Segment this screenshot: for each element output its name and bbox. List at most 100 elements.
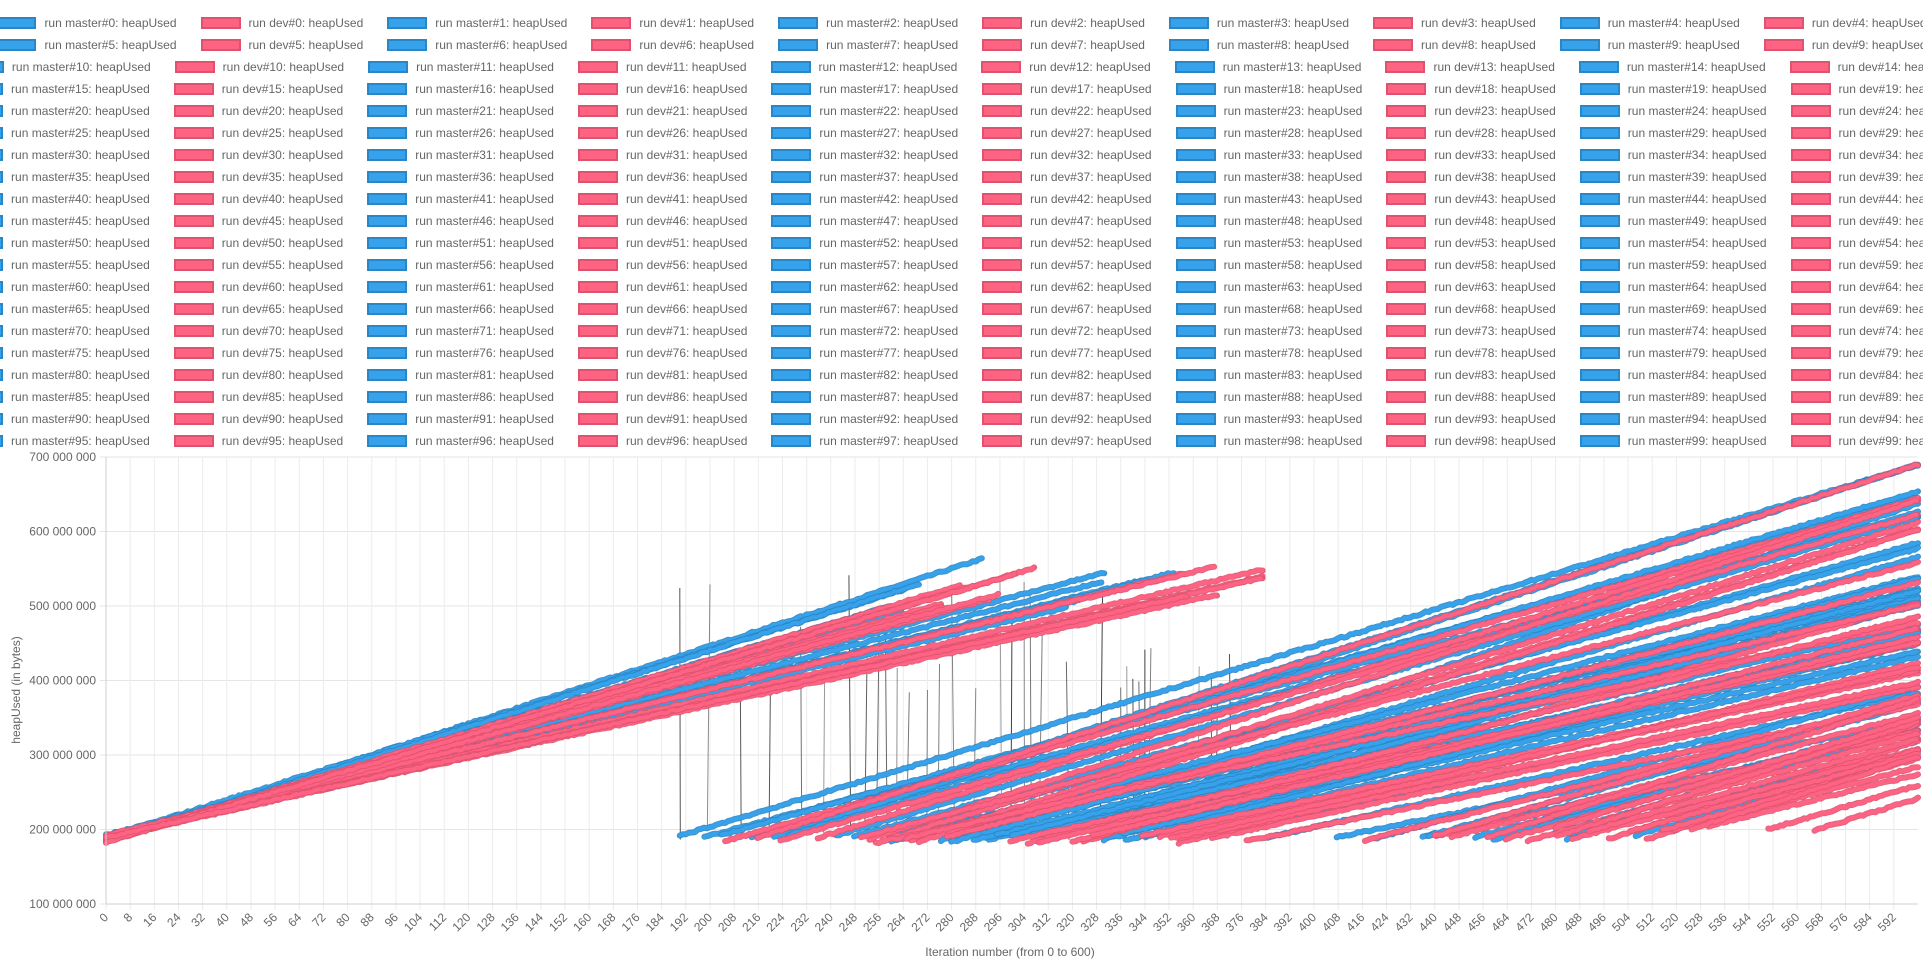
legend-item-dev-68[interactable]: run dev#68: heapUsed xyxy=(1386,302,1556,316)
legend-item-master-54[interactable]: run master#54: heapUsed xyxy=(1579,236,1767,250)
legend-item-dev-38[interactable]: run dev#38: heapUsed xyxy=(1386,170,1556,184)
legend-item-master-67[interactable]: run master#67: heapUsed xyxy=(771,302,958,316)
legend-item-dev-46[interactable]: run dev#46: heapUsed xyxy=(577,214,747,228)
legend-item-master-19[interactable]: run master#19: heapUsed xyxy=(1579,82,1767,96)
legend-item-master-20[interactable]: run master#20: heapUsed xyxy=(0,104,150,118)
legend-item-master-94[interactable]: run master#94: heapUsed xyxy=(1579,412,1767,426)
legend-item-master-40[interactable]: run master#40: heapUsed xyxy=(0,192,150,206)
legend-item-dev-30[interactable]: run dev#30: heapUsed xyxy=(173,148,343,162)
legend-item-dev-31[interactable]: run dev#31: heapUsed xyxy=(577,148,747,162)
legend-item-master-64[interactable]: run master#64: heapUsed xyxy=(1579,280,1767,294)
legend-item-master-87[interactable]: run master#87: heapUsed xyxy=(771,390,958,404)
legend-item-dev-53[interactable]: run dev#53: heapUsed xyxy=(1386,236,1556,250)
legend-item-master-10[interactable]: run master#10: heapUsed xyxy=(0,60,151,74)
legend-item-master-45[interactable]: run master#45: heapUsed xyxy=(0,214,150,228)
legend-item-dev-59[interactable]: run dev#59: heapUsed xyxy=(1790,258,1923,272)
legend-item-dev-49[interactable]: run dev#49: heapUsed xyxy=(1790,214,1923,228)
legend-item-master-42[interactable]: run master#42: heapUsed xyxy=(771,192,958,206)
legend-item-master-35[interactable]: run master#35: heapUsed xyxy=(0,170,150,184)
legend-item-master-50[interactable]: run master#50: heapUsed xyxy=(0,236,150,250)
legend-item-dev-60[interactable]: run dev#60: heapUsed xyxy=(173,280,343,294)
legend-item-dev-28[interactable]: run dev#28: heapUsed xyxy=(1386,126,1556,140)
legend-item-dev-66[interactable]: run dev#66: heapUsed xyxy=(577,302,747,316)
legend-item-master-81[interactable]: run master#81: heapUsed xyxy=(367,368,554,382)
legend-item-master-43[interactable]: run master#43: heapUsed xyxy=(1175,192,1362,206)
legend-item-dev-16[interactable]: run dev#16: heapUsed xyxy=(577,82,747,96)
legend-item-master-63[interactable]: run master#63: heapUsed xyxy=(1175,280,1362,294)
legend-item-dev-32[interactable]: run dev#32: heapUsed xyxy=(982,148,1152,162)
legend-item-master-15[interactable]: run master#15: heapUsed xyxy=(0,82,150,96)
legend-item-master-3[interactable]: run master#3: heapUsed xyxy=(1168,16,1349,30)
legend-item-master-49[interactable]: run master#49: heapUsed xyxy=(1579,214,1767,228)
legend-item-dev-19[interactable]: run dev#19: heapUsed xyxy=(1790,82,1923,96)
legend-item-master-39[interactable]: run master#39: heapUsed xyxy=(1579,170,1767,184)
legend-item-dev-2[interactable]: run dev#2: heapUsed xyxy=(982,16,1145,30)
legend-item-master-51[interactable]: run master#51: heapUsed xyxy=(367,236,554,250)
legend-item-dev-4[interactable]: run dev#4: heapUsed xyxy=(1763,16,1923,30)
legend-item-master-85[interactable]: run master#85: heapUsed xyxy=(0,390,150,404)
legend-item-master-59[interactable]: run master#59: heapUsed xyxy=(1579,258,1767,272)
legend-item-master-95[interactable]: run master#95: heapUsed xyxy=(0,434,150,448)
legend-item-dev-73[interactable]: run dev#73: heapUsed xyxy=(1386,324,1556,338)
legend-item-master-77[interactable]: run master#77: heapUsed xyxy=(771,346,958,360)
legend-item-dev-7[interactable]: run dev#7: heapUsed xyxy=(982,38,1145,52)
legend-item-dev-77[interactable]: run dev#77: heapUsed xyxy=(982,346,1152,360)
legend-item-dev-26[interactable]: run dev#26: heapUsed xyxy=(577,126,747,140)
legend-item-dev-81[interactable]: run dev#81: heapUsed xyxy=(577,368,747,382)
legend-item-master-69[interactable]: run master#69: heapUsed xyxy=(1579,302,1767,316)
legend-item-dev-42[interactable]: run dev#42: heapUsed xyxy=(982,192,1152,206)
legend-item-master-2[interactable]: run master#2: heapUsed xyxy=(778,16,958,30)
legend-item-master-83[interactable]: run master#83: heapUsed xyxy=(1175,368,1362,382)
legend-item-master-56[interactable]: run master#56: heapUsed xyxy=(367,258,554,272)
legend-item-master-5[interactable]: run master#5: heapUsed xyxy=(0,38,177,52)
legend-item-dev-87[interactable]: run dev#87: heapUsed xyxy=(982,390,1152,404)
legend-item-dev-25[interactable]: run dev#25: heapUsed xyxy=(173,126,343,140)
legend-item-dev-57[interactable]: run dev#57: heapUsed xyxy=(982,258,1152,272)
legend-item-dev-86[interactable]: run dev#86: heapUsed xyxy=(577,390,747,404)
legend-item-dev-95[interactable]: run dev#95: heapUsed xyxy=(173,434,343,448)
legend-item-dev-37[interactable]: run dev#37: heapUsed xyxy=(982,170,1152,184)
legend-item-master-99[interactable]: run master#99: heapUsed xyxy=(1579,434,1767,448)
legend-item-master-84[interactable]: run master#84: heapUsed xyxy=(1579,368,1767,382)
legend-item-dev-41[interactable]: run dev#41: heapUsed xyxy=(577,192,747,206)
legend-item-dev-82[interactable]: run dev#82: heapUsed xyxy=(982,368,1152,382)
legend-item-dev-52[interactable]: run dev#52: heapUsed xyxy=(982,236,1152,250)
legend-item-master-80[interactable]: run master#80: heapUsed xyxy=(0,368,150,382)
legend-item-master-92[interactable]: run master#92: heapUsed xyxy=(771,412,958,426)
legend-item-master-71[interactable]: run master#71: heapUsed xyxy=(367,324,554,338)
legend-item-dev-78[interactable]: run dev#78: heapUsed xyxy=(1386,346,1556,360)
legend-item-master-60[interactable]: run master#60: heapUsed xyxy=(0,280,150,294)
legend-item-dev-21[interactable]: run dev#21: heapUsed xyxy=(577,104,747,118)
legend-item-dev-62[interactable]: run dev#62: heapUsed xyxy=(982,280,1152,294)
legend-item-master-46[interactable]: run master#46: heapUsed xyxy=(367,214,554,228)
legend-item-master-74[interactable]: run master#74: heapUsed xyxy=(1579,324,1767,338)
legend-item-dev-80[interactable]: run dev#80: heapUsed xyxy=(173,368,343,382)
legend-item-dev-34[interactable]: run dev#34: heapUsed xyxy=(1790,148,1923,162)
legend-item-dev-27[interactable]: run dev#27: heapUsed xyxy=(982,126,1152,140)
legend-item-master-13[interactable]: run master#13: heapUsed xyxy=(1174,60,1361,74)
legend-item-master-29[interactable]: run master#29: heapUsed xyxy=(1579,126,1767,140)
legend-item-dev-51[interactable]: run dev#51: heapUsed xyxy=(577,236,747,250)
legend-item-dev-3[interactable]: run dev#3: heapUsed xyxy=(1373,16,1536,30)
legend-item-dev-94[interactable]: run dev#94: heapUsed xyxy=(1790,412,1923,426)
legend-item-master-88[interactable]: run master#88: heapUsed xyxy=(1175,390,1362,404)
legend-item-master-14[interactable]: run master#14: heapUsed xyxy=(1578,60,1766,74)
legend-item-master-22[interactable]: run master#22: heapUsed xyxy=(771,104,958,118)
legend-item-dev-90[interactable]: run dev#90: heapUsed xyxy=(173,412,343,426)
legend-item-master-1[interactable]: run master#1: heapUsed xyxy=(387,16,567,30)
legend-item-master-37[interactable]: run master#37: heapUsed xyxy=(771,170,958,184)
legend-item-dev-23[interactable]: run dev#23: heapUsed xyxy=(1386,104,1556,118)
legend-item-master-34[interactable]: run master#34: heapUsed xyxy=(1579,148,1767,162)
legend-item-dev-99[interactable]: run dev#99: heapUsed xyxy=(1790,434,1923,448)
legend-item-master-58[interactable]: run master#58: heapUsed xyxy=(1175,258,1362,272)
legend-item-master-61[interactable]: run master#61: heapUsed xyxy=(367,280,554,294)
legend-item-dev-79[interactable]: run dev#79: heapUsed xyxy=(1790,346,1923,360)
legend-item-master-17[interactable]: run master#17: heapUsed xyxy=(771,82,958,96)
legend-item-master-57[interactable]: run master#57: heapUsed xyxy=(771,258,958,272)
legend-item-master-24[interactable]: run master#24: heapUsed xyxy=(1579,104,1767,118)
legend-item-dev-9[interactable]: run dev#9: heapUsed xyxy=(1763,38,1923,52)
legend-item-master-28[interactable]: run master#28: heapUsed xyxy=(1175,126,1362,140)
legend-item-master-0[interactable]: run master#0: heapUsed xyxy=(0,16,177,30)
legend-item-master-82[interactable]: run master#82: heapUsed xyxy=(771,368,958,382)
legend-item-dev-22[interactable]: run dev#22: heapUsed xyxy=(982,104,1152,118)
